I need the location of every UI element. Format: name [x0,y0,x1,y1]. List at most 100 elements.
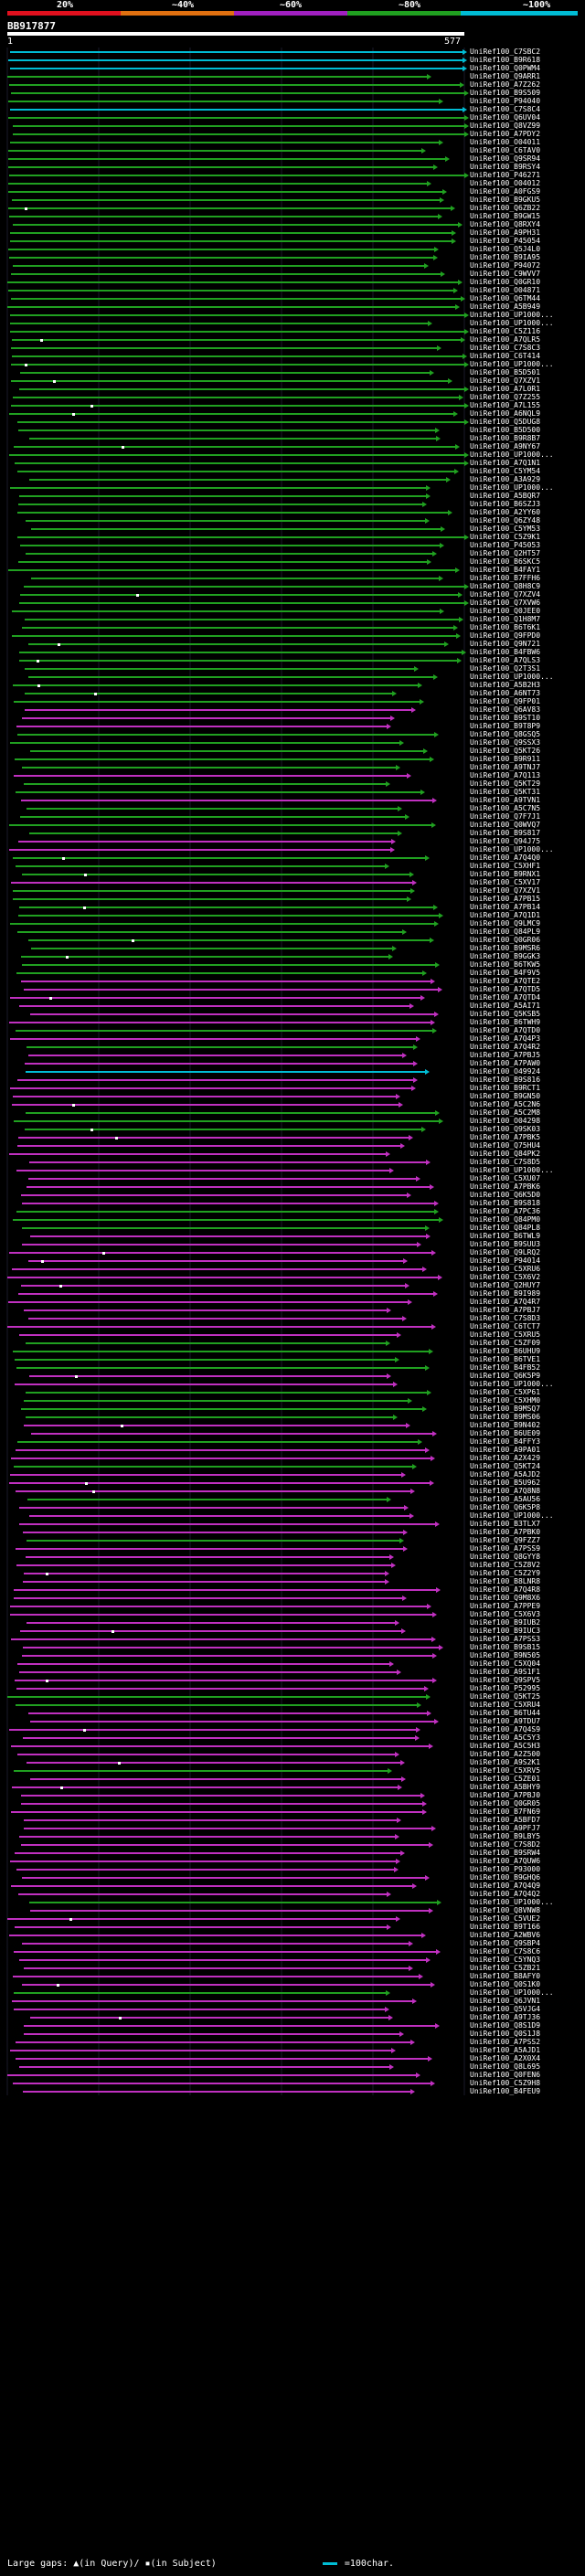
hit-name-link[interactable]: UniRef100_Q6K5P8 [470,1503,541,1511]
hit-name-link[interactable]: UniRef100_P45054 [470,237,541,245]
hit-name-link[interactable]: UniRef100_Q8S1D9 [470,2021,541,2030]
hit-name-link[interactable]: UniRef100_C5XRV5 [470,1766,541,1775]
hit-name-link[interactable]: UniRef100_C7S8D5 [470,1158,541,1166]
hit-name-link[interactable]: UniRef100_C5XHF1 [470,862,541,870]
hit-name-link[interactable]: UniRef100_B6TU44 [470,1709,541,1717]
hit-name-link[interactable]: UniRef100_A5B2H3 [470,681,541,689]
hit-name-link[interactable]: UniRef100_Q9SR94 [470,154,541,163]
hit-name-link[interactable]: UniRef100_A5C5Y3 [470,1733,541,1742]
hit-name-link[interactable]: UniRef100_A2X0X4 [470,2054,541,2062]
hit-name-link[interactable]: UniRef100_Q1H8M7 [470,615,541,623]
hit-name-link[interactable]: UniRef100_B9R8B7 [470,434,541,442]
hit-name-link[interactable]: UniRef100_B4FB52 [470,1363,541,1372]
hit-name-link[interactable]: UniRef100_Q8GYY8 [470,1553,541,1561]
hit-name-link[interactable]: UniRef100_A7Q8N8 [470,1487,541,1495]
hit-name-link[interactable]: UniRef100_Q84PL8 [470,1224,541,1232]
hit-name-link[interactable]: UniRef100_B6SKC5 [470,557,541,566]
hit-name-link[interactable]: UniRef100_B9MS06 [470,1413,541,1421]
hit-name-link[interactable]: UniRef100_Q7XVW6 [470,599,541,607]
hit-name-link[interactable]: UniRef100_UP1000... [470,483,554,492]
hit-name-link[interactable]: UniRef100_C5ZB21 [470,1964,541,1972]
hit-name-link[interactable]: UniRef100_A7PB15 [470,895,541,903]
hit-name-link[interactable]: UniRef100_B7FFH6 [470,574,541,582]
hit-name-link[interactable]: UniRef100_B9S509 [470,89,541,97]
hit-name-link[interactable]: UniRef100_B6TWH9 [470,1018,541,1026]
hit-name-link[interactable]: UniRef100_B3TLX7 [470,1520,541,1528]
hit-name-link[interactable]: UniRef100_Q8VNW8 [470,1906,541,1914]
hit-name-link[interactable]: UniRef100_A7PBJ0 [470,1791,541,1799]
hit-name-link[interactable]: UniRef100_A7QTD0 [470,1026,541,1034]
hit-name-link[interactable]: UniRef100_A5AU56 [470,1495,541,1503]
hit-name-link[interactable]: UniRef100_Q0GR10 [470,278,541,286]
hit-name-link[interactable]: UniRef100_Q6JVN1 [470,1997,541,2005]
hit-name-link[interactable]: UniRef100_UP1000... [470,1511,554,1520]
hit-name-link[interactable]: UniRef100_Q9LMC9 [470,919,541,928]
hit-name-link[interactable]: UniRef100_O04871 [470,286,541,294]
hit-name-link[interactable]: UniRef100_Q5KT25 [470,1692,541,1701]
hit-name-link[interactable]: UniRef100_A7L0R1 [470,385,541,393]
hit-name-link[interactable]: UniRef100_A5BFD7 [470,1816,541,1824]
hit-name-link[interactable]: UniRef100_A9S2K1 [470,1758,541,1766]
hit-name-link[interactable]: UniRef100_A7Q1N1 [470,459,541,467]
hit-name-link[interactable]: UniRef100_B9LBY5 [470,1832,541,1840]
hit-name-link[interactable]: UniRef100_A7Q113 [470,771,541,779]
hit-name-link[interactable]: UniRef100_A7PSS2 [470,2038,541,2046]
hit-name-link[interactable]: UniRef100_A5AI71 [470,1002,541,1010]
hit-name-link[interactable]: UniRef100_A7PBK0 [470,1528,541,1536]
hit-name-link[interactable]: UniRef100_B9RNX1 [470,870,541,878]
hit-name-link[interactable]: UniRef100_UP1000... [470,1380,554,1388]
hit-name-link[interactable]: UniRef100_C7S8D2 [470,1840,541,1849]
hit-name-link[interactable]: UniRef100_B9R618 [470,56,541,64]
hit-name-link[interactable]: UniRef100_B6T6K1 [470,623,541,631]
hit-name-link[interactable]: UniRef100_Q2HUY7 [470,1281,541,1289]
hit-name-link[interactable]: UniRef100_Q9FPD0 [470,631,541,640]
hit-name-link[interactable]: UniRef100_A7PSS9 [470,1544,541,1553]
hit-name-link[interactable]: UniRef100_B9S818 [470,1199,541,1207]
hit-name-link[interactable]: UniRef100_B9GKU5 [470,196,541,204]
hit-name-link[interactable]: UniRef100_B9GW15 [470,212,541,220]
hit-name-link[interactable]: UniRef100_A5AJD1 [470,2046,541,2054]
hit-name-link[interactable]: UniRef100_Q8H8C9 [470,582,541,590]
hit-name-link[interactable]: UniRef100_C5ZF09 [470,1339,541,1347]
hit-name-link[interactable]: UniRef100_A5BHY9 [470,1783,541,1791]
hit-name-link[interactable]: UniRef100_Q9SPV5 [470,1676,541,1684]
hit-name-link[interactable]: UniRef100_C5X6V3 [470,1610,541,1618]
hit-name-link[interactable]: UniRef100_B9SUU3 [470,1240,541,1248]
hit-name-link[interactable]: UniRef100_C5X6V2 [470,1273,541,1281]
hit-name-link[interactable]: UniRef100_B5D500 [470,426,541,434]
hit-name-link[interactable]: UniRef100_Q9FZZ7 [470,1536,541,1544]
hit-name-link[interactable]: UniRef100_B9IUB2 [470,1618,541,1627]
hit-name-link[interactable]: UniRef100_B8LNR8 [470,1577,541,1585]
hit-name-link[interactable]: UniRef100_UP1000... [470,1898,554,1906]
hit-name-link[interactable]: UniRef100_Q5DUG8 [470,418,541,426]
hit-name-link[interactable]: UniRef100_Q0FEN6 [470,2071,541,2079]
hit-name-link[interactable]: UniRef100_B4FAY1 [470,566,541,574]
hit-name-link[interactable]: UniRef100_B8AFY0 [470,1972,541,1980]
hit-name-link[interactable]: UniRef100_B9I989 [470,1289,541,1298]
hit-name-link[interactable]: UniRef100_Q6K5D0 [470,1191,541,1199]
hit-name-link[interactable]: UniRef100_A9PFJ7 [470,1824,541,1832]
hit-name-link[interactable]: UniRef100_Q7Z255 [470,393,541,401]
hit-name-link[interactable]: UniRef100_C7SBC2 [470,48,541,56]
hit-name-link[interactable]: UniRef100_A2WBV6 [470,1931,541,1939]
hit-name-link[interactable]: UniRef100_Q8GSQ5 [470,730,541,738]
hit-name-link[interactable]: UniRef100_P46271 [470,171,541,179]
hit-name-link[interactable]: UniRef100_C5Z8V2 [470,1561,541,1569]
hit-name-link[interactable]: UniRef100_C5ZE01 [470,1775,541,1783]
hit-name-link[interactable]: UniRef100_B4FBW6 [470,648,541,656]
hit-name-link[interactable]: UniRef100_Q84PL9 [470,928,541,936]
hit-name-link[interactable]: UniRef100_Q5J4L0 [470,245,541,253]
hit-name-link[interactable]: UniRef100_C7S8C6 [470,1947,541,1956]
hit-name-link[interactable]: UniRef100_A7PBK6 [470,1182,541,1191]
hit-name-link[interactable]: UniRef100_P93000 [470,1865,541,1873]
hit-name-link[interactable]: UniRef100_A7QLR5 [470,335,541,344]
hit-name-link[interactable]: UniRef100_A7PPE9 [470,1602,541,1610]
hit-name-link[interactable]: UniRef100_B9SB15 [470,1643,541,1651]
hit-name-link[interactable]: UniRef100_Q6ZB22 [470,204,541,212]
hit-name-link[interactable]: UniRef100_C5Z116 [470,327,541,335]
hit-name-link[interactable]: UniRef100_C5YNQ3 [470,1956,541,1964]
hit-name-link[interactable]: UniRef100_B9S817 [470,829,541,837]
hit-name-link[interactable]: UniRef100_Q9SSX3 [470,738,541,747]
hit-name-link[interactable]: UniRef100_Q6UV04 [470,113,541,122]
hit-name-link[interactable]: UniRef100_UP1000... [470,319,554,327]
